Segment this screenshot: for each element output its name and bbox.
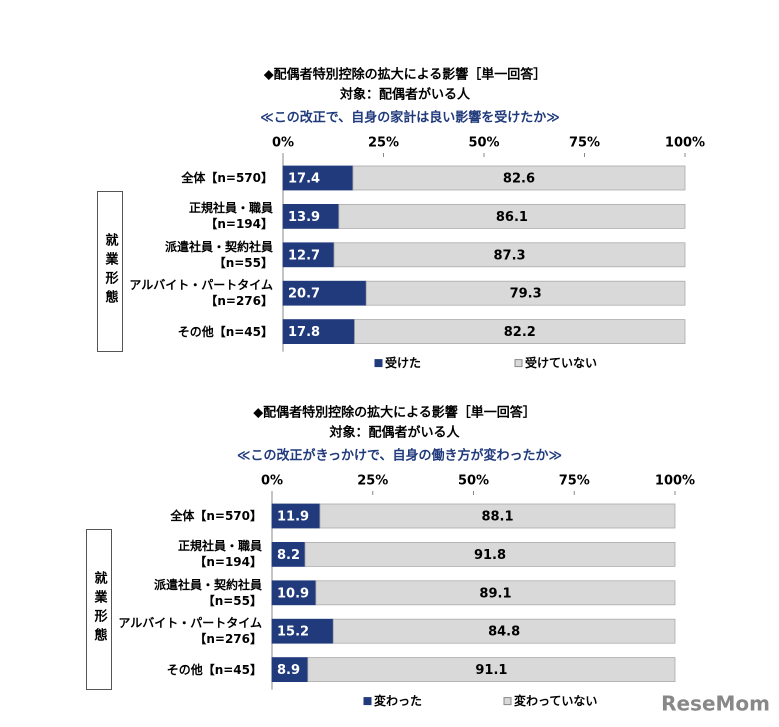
bar-segment xyxy=(332,618,676,644)
bar-segment xyxy=(338,203,686,229)
value-label: 17.8 xyxy=(288,325,320,340)
chart-question: ≪この改正で、自身の家計は良い影響を受けたか≫ xyxy=(260,110,560,126)
bar-segment xyxy=(282,280,367,306)
legend-label: 変わっていない xyxy=(514,693,597,708)
bar-segment xyxy=(282,165,354,191)
value-label: 17.4 xyxy=(288,172,320,187)
value-label: 79.3 xyxy=(510,287,542,302)
value-label: 84.8 xyxy=(488,625,520,640)
legend-label: 受けた xyxy=(385,355,421,370)
bar-segment xyxy=(271,618,334,644)
bar-segment xyxy=(319,503,676,529)
bar-segment xyxy=(282,319,355,345)
bar-segment xyxy=(271,503,321,529)
category-label: その他【n=45】 xyxy=(177,324,273,339)
bar-segment xyxy=(282,242,335,268)
value-label: 13.9 xyxy=(288,210,320,225)
x-tick-label: 100% xyxy=(655,474,695,489)
bar-segment xyxy=(315,580,676,606)
x-tick-label: 25% xyxy=(368,136,399,151)
value-label: 91.8 xyxy=(474,548,506,563)
x-tick-label: 100% xyxy=(665,136,705,151)
value-label: 10.9 xyxy=(277,586,309,601)
chart-subtitle: 対象：配偶者がいる人 xyxy=(328,425,460,441)
x-tick-label: 50% xyxy=(468,136,499,151)
category-label: 派遣社員・契約社員 【n=55】 xyxy=(164,239,273,270)
value-label: 15.2 xyxy=(277,625,309,640)
value-label: 82.2 xyxy=(504,325,536,340)
watermark: ReseMom xyxy=(661,692,770,716)
category-label: 全体【n=570】 xyxy=(170,509,262,523)
value-label: 89.1 xyxy=(479,586,511,601)
category-label: 正規社員・職員 【n=194】 xyxy=(177,539,262,570)
x-tick-label: 25% xyxy=(357,474,388,489)
value-label: 88.1 xyxy=(481,510,513,525)
bar-segment xyxy=(333,242,686,268)
chart-question: ≪この改正がきっかけで、自身の働き方が変わったか≫ xyxy=(237,448,562,464)
bar-segment xyxy=(354,319,686,345)
x-tick-label: 50% xyxy=(458,474,489,489)
value-label: 12.7 xyxy=(288,248,320,263)
value-label: 82.6 xyxy=(503,172,535,187)
bar-segment xyxy=(304,542,676,567)
category-label: 正規社員・職員 【n=194】 xyxy=(188,201,273,232)
legend-swatch xyxy=(363,697,372,706)
x-tick-label: 0% xyxy=(261,474,283,489)
bar-segment xyxy=(271,542,306,567)
bar-segment xyxy=(365,280,686,306)
legend-swatch xyxy=(374,359,383,368)
chart-title: ◆配偶者特別控除の拡大による影響［単一回答］ xyxy=(264,67,547,83)
value-label: 87.3 xyxy=(493,248,525,263)
chart-subtitle: 対象：配偶者がいる人 xyxy=(339,87,471,103)
group-label: 就業形態 xyxy=(86,529,112,690)
value-label: 91.1 xyxy=(475,663,507,678)
x-tick-label: 75% xyxy=(569,136,600,151)
x-tick-label: 75% xyxy=(559,474,590,489)
value-label: 86.1 xyxy=(496,210,528,225)
legend-swatch xyxy=(503,697,512,706)
bar-segment xyxy=(352,165,686,191)
category-label: 全体【n=570】 xyxy=(181,171,273,185)
legend-label: 受けていない xyxy=(525,355,597,370)
legend-label: 変わった xyxy=(374,693,422,708)
value-label: 20.7 xyxy=(288,287,320,302)
value-label: 8.9 xyxy=(277,663,300,678)
bar-segment xyxy=(307,657,676,682)
chart-title: ◆配偶者特別控除の拡大による影響［単一回答］ xyxy=(253,405,536,421)
category-label: アルバイト・パートタイム 【n=276】 xyxy=(129,278,273,309)
value-label: 11.9 xyxy=(277,510,309,525)
x-tick-label: 0% xyxy=(272,136,294,151)
group-label: 就業形態 xyxy=(97,191,123,352)
legend-swatch xyxy=(514,359,523,368)
category-label: アルバイト・パートタイム 【n=276】 xyxy=(118,616,262,647)
value-label: 8.2 xyxy=(277,548,300,563)
category-label: その他【n=45】 xyxy=(166,662,262,677)
bar-segment xyxy=(271,580,317,606)
category-label: 派遣社員・契約社員 【n=55】 xyxy=(153,577,262,608)
